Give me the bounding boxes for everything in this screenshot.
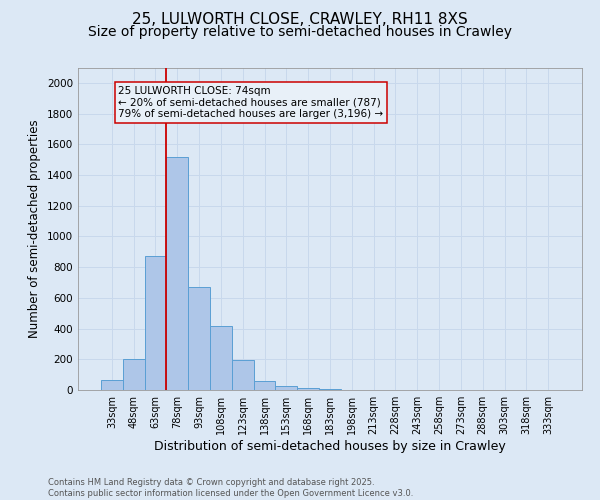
Bar [166, 156, 188, 390]
Text: Contains HM Land Registry data © Crown copyright and database right 2025.
Contai: Contains HM Land Registry data © Crown c… [48, 478, 413, 498]
Bar [319, 389, 341, 390]
Bar [123, 360, 145, 390]
Bar [101, 380, 123, 390]
Bar [275, 386, 297, 390]
Bar [254, 381, 275, 390]
Y-axis label: Number of semi-detached properties: Number of semi-detached properties [28, 120, 41, 338]
Text: 25 LULWORTH CLOSE: 74sqm
← 20% of semi-detached houses are smaller (787)
79% of : 25 LULWORTH CLOSE: 74sqm ← 20% of semi-d… [118, 86, 383, 119]
Text: 25, LULWORTH CLOSE, CRAWLEY, RH11 8XS: 25, LULWORTH CLOSE, CRAWLEY, RH11 8XS [132, 12, 468, 28]
X-axis label: Distribution of semi-detached houses by size in Crawley: Distribution of semi-detached houses by … [154, 440, 506, 453]
Text: Size of property relative to semi-detached houses in Crawley: Size of property relative to semi-detach… [88, 25, 512, 39]
Bar [145, 256, 166, 390]
Bar [297, 388, 319, 390]
Bar [232, 360, 254, 390]
Bar [188, 287, 210, 390]
Bar [210, 326, 232, 390]
